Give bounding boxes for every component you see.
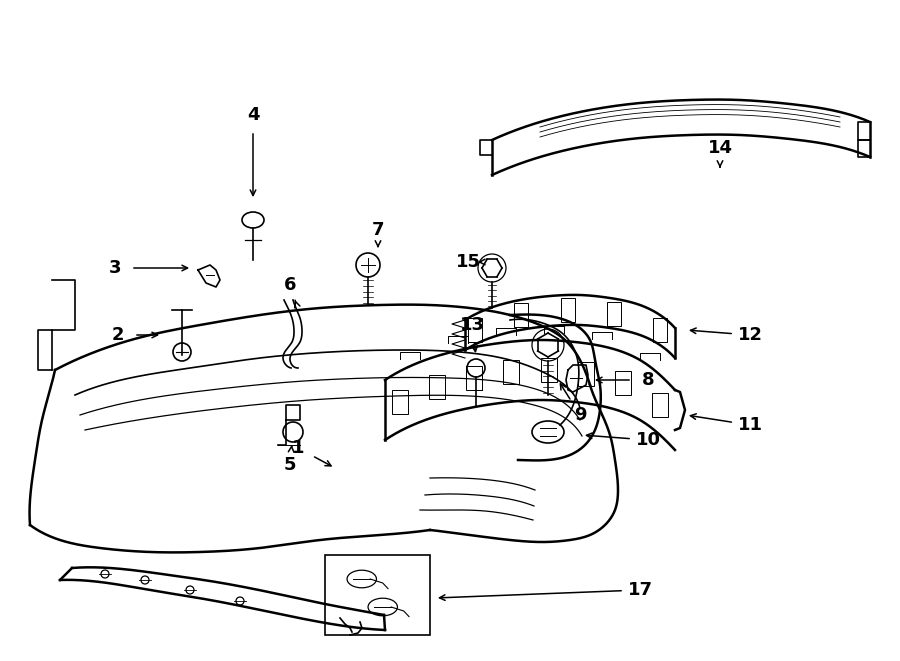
Text: 9: 9 xyxy=(574,406,586,424)
Bar xyxy=(653,318,667,342)
Text: 15: 15 xyxy=(455,253,481,271)
Text: 10: 10 xyxy=(635,431,661,449)
Bar xyxy=(578,362,594,386)
Bar xyxy=(503,360,519,384)
Text: 1: 1 xyxy=(292,439,304,457)
Bar xyxy=(325,555,430,635)
Bar xyxy=(541,358,556,383)
Text: 5: 5 xyxy=(284,456,296,474)
Text: 13: 13 xyxy=(460,316,484,334)
Bar xyxy=(468,318,482,342)
Bar xyxy=(392,390,408,414)
Bar xyxy=(429,375,445,399)
Text: 14: 14 xyxy=(707,139,733,157)
Text: 6: 6 xyxy=(284,276,296,294)
Text: 11: 11 xyxy=(737,416,762,434)
Bar xyxy=(615,371,631,395)
Text: 17: 17 xyxy=(627,581,652,599)
Bar xyxy=(652,393,668,417)
Bar xyxy=(514,303,528,327)
Text: 7: 7 xyxy=(372,221,384,239)
Text: 12: 12 xyxy=(737,326,762,344)
Text: 8: 8 xyxy=(642,371,654,389)
Text: 2: 2 xyxy=(112,326,124,344)
Bar xyxy=(466,366,482,389)
Bar xyxy=(607,302,621,326)
Text: 3: 3 xyxy=(109,259,122,277)
Bar xyxy=(561,298,574,323)
Text: 4: 4 xyxy=(247,106,259,124)
